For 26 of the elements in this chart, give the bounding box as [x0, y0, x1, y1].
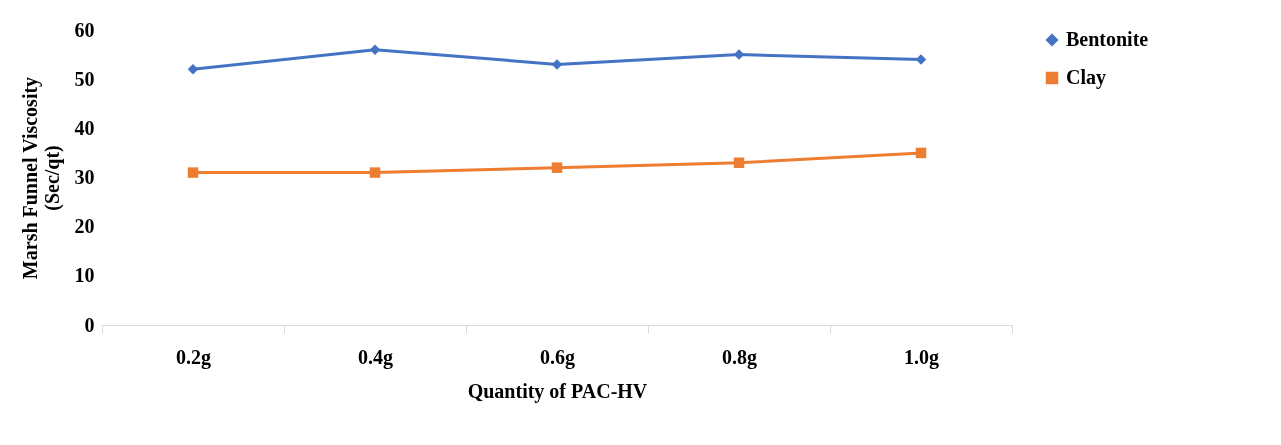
- y-tick-label: 10: [74, 264, 95, 287]
- x-tick-label: 0.8g: [722, 345, 757, 369]
- y-tick-label: 50: [74, 67, 95, 90]
- y-tick-label: 40: [74, 116, 95, 139]
- point: [915, 147, 927, 159]
- point: [187, 167, 199, 178]
- legend-label: Clay: [1066, 66, 1106, 89]
- point: [551, 59, 563, 70]
- x-tick-label: 0.6g: [540, 345, 575, 369]
- x-axis-title: Quantity of PAC-HV: [467, 379, 648, 403]
- x-tick-label: 1.0g: [904, 345, 939, 369]
- y-tick-label: 30: [74, 166, 95, 188]
- point: [369, 167, 381, 178]
- point: [369, 44, 381, 55]
- x-tick-label: 0.2g: [176, 345, 211, 369]
- point: [915, 54, 927, 65]
- point: [551, 162, 563, 173]
- y-tick-label: 20: [74, 215, 95, 238]
- point: [733, 49, 745, 60]
- y-tick-label: 60: [74, 18, 95, 41]
- point: [187, 64, 199, 75]
- x-tick-label: 0.4g: [358, 345, 393, 369]
- y-axis-title: Marsh Funnel Viscosity (Sec/qt): [18, 76, 64, 280]
- legend-label: Bentonite: [1066, 28, 1149, 50]
- y-tick-label: 0: [84, 313, 95, 336]
- point: [733, 157, 745, 168]
